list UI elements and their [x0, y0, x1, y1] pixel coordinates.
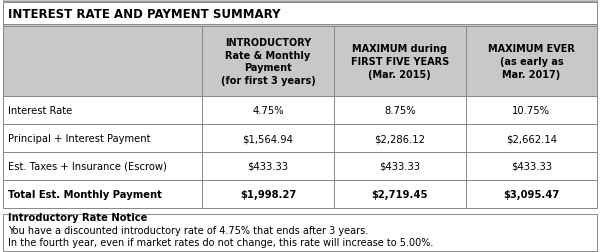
- Text: $433.33: $433.33: [511, 161, 552, 171]
- Bar: [334, 124, 466, 152]
- Bar: [466, 180, 597, 208]
- Bar: [3, 180, 202, 208]
- Bar: [202, 124, 334, 152]
- Bar: [202, 152, 334, 180]
- Bar: [202, 27, 334, 97]
- Bar: [3, 152, 202, 180]
- Bar: [3, 0, 597, 3]
- Bar: [3, 124, 202, 152]
- Text: $433.33: $433.33: [247, 161, 289, 171]
- Text: You have a discounted introductory rate of 4.75% that ends after 3 years.: You have a discounted introductory rate …: [8, 225, 368, 235]
- Bar: [3, 3, 597, 25]
- Bar: [202, 180, 334, 208]
- Bar: [466, 97, 597, 124]
- Text: $3,095.47: $3,095.47: [503, 189, 559, 199]
- Text: 10.75%: 10.75%: [512, 106, 550, 115]
- Text: MAXIMUM EVER
(as early as
Mar. 2017): MAXIMUM EVER (as early as Mar. 2017): [488, 44, 575, 79]
- Text: Total Est. Monthly Payment: Total Est. Monthly Payment: [8, 189, 162, 199]
- Text: $1,998.27: $1,998.27: [240, 189, 296, 199]
- Bar: [334, 27, 466, 97]
- Text: Est. Taxes + Insurance (Escrow): Est. Taxes + Insurance (Escrow): [8, 161, 167, 171]
- Text: $2,286.12: $2,286.12: [374, 134, 425, 143]
- Text: Principal + Interest Payment: Principal + Interest Payment: [8, 134, 151, 143]
- Text: MAXIMUM during
FIRST FIVE YEARS
(Mar. 2015): MAXIMUM during FIRST FIVE YEARS (Mar. 20…: [350, 44, 449, 79]
- Bar: [466, 124, 597, 152]
- Text: 8.75%: 8.75%: [384, 106, 416, 115]
- Bar: [334, 180, 466, 208]
- Text: $433.33: $433.33: [379, 161, 420, 171]
- Bar: [3, 97, 202, 124]
- Text: $1,564.94: $1,564.94: [242, 134, 293, 143]
- Text: In the fourth year, even if market rates do not change, this rate will increase : In the fourth year, even if market rates…: [8, 237, 433, 247]
- Text: 4.75%: 4.75%: [252, 106, 284, 115]
- Bar: [3, 27, 202, 97]
- Bar: [3, 25, 597, 27]
- Bar: [466, 152, 597, 180]
- Bar: [3, 214, 597, 251]
- Bar: [202, 97, 334, 124]
- Text: Interest Rate: Interest Rate: [8, 106, 72, 115]
- Text: $2,719.45: $2,719.45: [371, 189, 428, 199]
- Text: Introductory Rate Notice: Introductory Rate Notice: [8, 212, 148, 222]
- Text: $2,662.14: $2,662.14: [506, 134, 557, 143]
- Text: INTEREST RATE AND PAYMENT SUMMARY: INTEREST RATE AND PAYMENT SUMMARY: [8, 8, 281, 20]
- Bar: [334, 97, 466, 124]
- Bar: [466, 27, 597, 97]
- Bar: [334, 152, 466, 180]
- Text: INTRODUCTORY
Rate & Monthly
Payment
(for first 3 years): INTRODUCTORY Rate & Monthly Payment (for…: [221, 38, 315, 86]
- Bar: [3, 0, 597, 2]
